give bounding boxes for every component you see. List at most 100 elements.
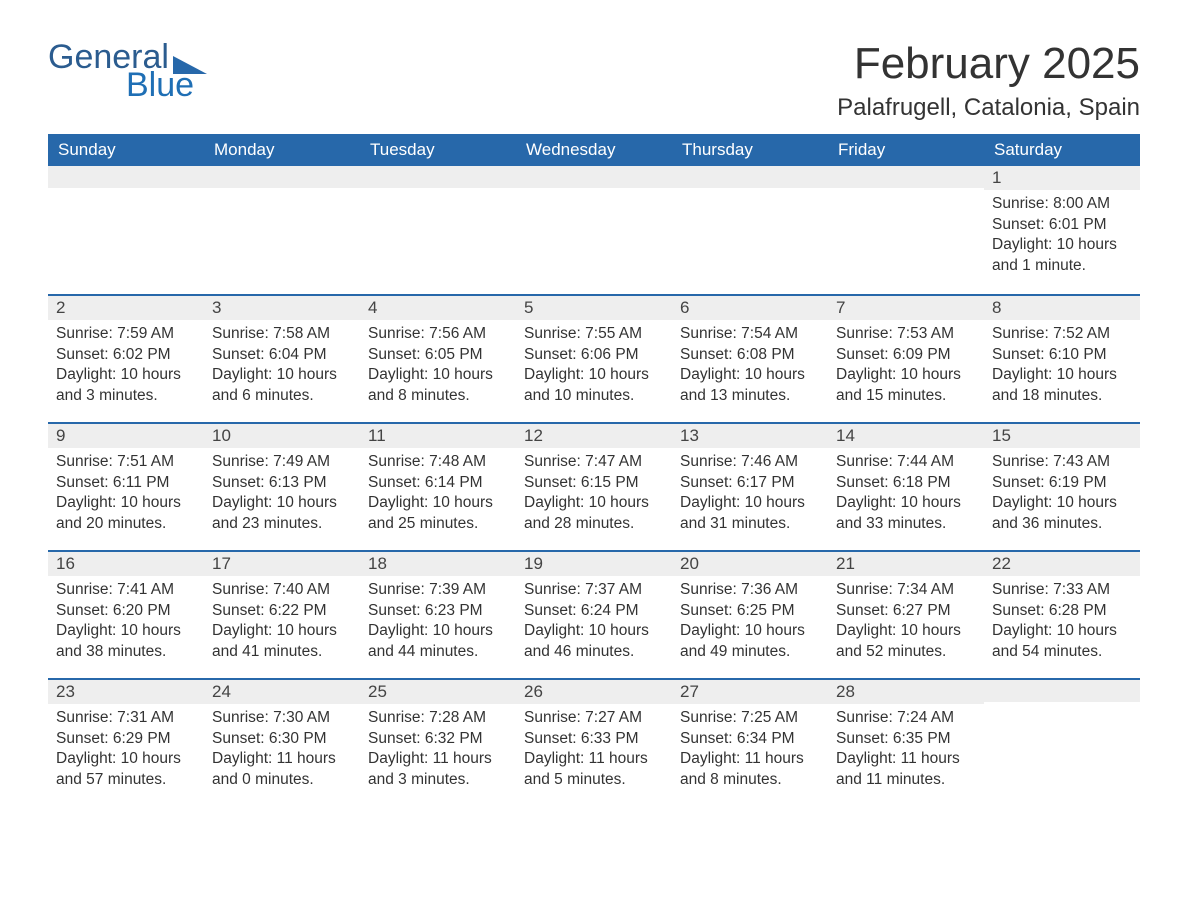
calendar-day [48,166,204,294]
day-daylight1: Daylight: 10 hours [56,621,196,641]
calendar-day [204,166,360,294]
day-number [984,680,1140,702]
day-number: 12 [516,424,672,448]
calendar-day: 10Sunrise: 7:49 AMSunset: 6:13 PMDayligh… [204,424,360,550]
day-daylight2: and 28 minutes. [524,514,664,534]
day-daylight1: Daylight: 10 hours [524,493,664,513]
day-body: Sunrise: 7:40 AMSunset: 6:22 PMDaylight:… [204,576,360,670]
day-sunrise: Sunrise: 7:40 AM [212,580,352,600]
location-text: Palafrugell, Catalonia, Spain [837,94,1140,122]
day-sunrise: Sunrise: 7:36 AM [680,580,820,600]
day-sunrise: Sunrise: 7:24 AM [836,708,976,728]
day-body: Sunrise: 7:46 AMSunset: 6:17 PMDaylight:… [672,448,828,542]
day-body: Sunrise: 7:58 AMSunset: 6:04 PMDaylight:… [204,320,360,414]
day-sunrise: Sunrise: 7:43 AM [992,452,1132,472]
day-daylight2: and 8 minutes. [368,386,508,406]
day-body: Sunrise: 7:43 AMSunset: 6:19 PMDaylight:… [984,448,1140,542]
day-sunrise: Sunrise: 7:56 AM [368,324,508,344]
day-sunset: Sunset: 6:24 PM [524,601,664,621]
day-daylight1: Daylight: 10 hours [212,365,352,385]
day-number: 26 [516,680,672,704]
day-sunset: Sunset: 6:14 PM [368,473,508,493]
day-daylight1: Daylight: 11 hours [680,749,820,769]
day-daylight2: and 49 minutes. [680,642,820,662]
calendar-week: 1Sunrise: 8:00 AMSunset: 6:01 PMDaylight… [48,166,1140,294]
calendar-header-cell: Sunday [48,134,204,166]
day-body: Sunrise: 7:52 AMSunset: 6:10 PMDaylight:… [984,320,1140,414]
calendar-day: 2Sunrise: 7:59 AMSunset: 6:02 PMDaylight… [48,296,204,422]
calendar-day: 18Sunrise: 7:39 AMSunset: 6:23 PMDayligh… [360,552,516,678]
calendar-day: 16Sunrise: 7:41 AMSunset: 6:20 PMDayligh… [48,552,204,678]
calendar-day: 26Sunrise: 7:27 AMSunset: 6:33 PMDayligh… [516,680,672,806]
day-daylight1: Daylight: 10 hours [56,749,196,769]
calendar-day [672,166,828,294]
calendar-day: 20Sunrise: 7:36 AMSunset: 6:25 PMDayligh… [672,552,828,678]
day-daylight1: Daylight: 11 hours [368,749,508,769]
day-number: 23 [48,680,204,704]
day-body: Sunrise: 7:54 AMSunset: 6:08 PMDaylight:… [672,320,828,414]
day-body [204,188,360,200]
day-sunset: Sunset: 6:02 PM [56,345,196,365]
calendar-day: 5Sunrise: 7:55 AMSunset: 6:06 PMDaylight… [516,296,672,422]
day-sunset: Sunset: 6:15 PM [524,473,664,493]
day-daylight2: and 20 minutes. [56,514,196,534]
day-daylight2: and 3 minutes. [368,770,508,790]
calendar-day: 9Sunrise: 7:51 AMSunset: 6:11 PMDaylight… [48,424,204,550]
day-daylight2: and 57 minutes. [56,770,196,790]
day-sunrise: Sunrise: 7:30 AM [212,708,352,728]
day-daylight2: and 18 minutes. [992,386,1132,406]
calendar-day: 21Sunrise: 7:34 AMSunset: 6:27 PMDayligh… [828,552,984,678]
day-sunrise: Sunrise: 7:48 AM [368,452,508,472]
day-sunset: Sunset: 6:18 PM [836,473,976,493]
day-number [828,166,984,188]
day-daylight2: and 11 minutes. [836,770,976,790]
day-sunrise: Sunrise: 7:46 AM [680,452,820,472]
day-daylight2: and 36 minutes. [992,514,1132,534]
day-body: Sunrise: 8:00 AMSunset: 6:01 PMDaylight:… [984,190,1140,284]
day-body: Sunrise: 7:44 AMSunset: 6:18 PMDaylight:… [828,448,984,542]
day-body [828,188,984,200]
day-number: 20 [672,552,828,576]
title-block: February 2025 Palafrugell, Catalonia, Sp… [837,40,1140,122]
day-sunset: Sunset: 6:35 PM [836,729,976,749]
calendar-day: 15Sunrise: 7:43 AMSunset: 6:19 PMDayligh… [984,424,1140,550]
day-daylight2: and 15 minutes. [836,386,976,406]
calendar-day [828,166,984,294]
day-sunrise: Sunrise: 7:37 AM [524,580,664,600]
calendar-day: 27Sunrise: 7:25 AMSunset: 6:34 PMDayligh… [672,680,828,806]
day-daylight1: Daylight: 10 hours [368,493,508,513]
day-sunrise: Sunrise: 7:44 AM [836,452,976,472]
day-number: 19 [516,552,672,576]
day-daylight1: Daylight: 10 hours [992,235,1132,255]
day-daylight1: Daylight: 11 hours [212,749,352,769]
day-daylight2: and 23 minutes. [212,514,352,534]
day-body: Sunrise: 7:49 AMSunset: 6:13 PMDaylight:… [204,448,360,542]
calendar-week: 23Sunrise: 7:31 AMSunset: 6:29 PMDayligh… [48,678,1140,806]
day-sunrise: Sunrise: 7:55 AM [524,324,664,344]
day-sunset: Sunset: 6:10 PM [992,345,1132,365]
day-body: Sunrise: 7:27 AMSunset: 6:33 PMDaylight:… [516,704,672,798]
day-daylight1: Daylight: 10 hours [524,621,664,641]
day-daylight1: Daylight: 10 hours [212,493,352,513]
calendar-week: 2Sunrise: 7:59 AMSunset: 6:02 PMDaylight… [48,294,1140,422]
day-body: Sunrise: 7:30 AMSunset: 6:30 PMDaylight:… [204,704,360,798]
calendar-header-cell: Monday [204,134,360,166]
day-sunrise: Sunrise: 7:51 AM [56,452,196,472]
calendar-day: 14Sunrise: 7:44 AMSunset: 6:18 PMDayligh… [828,424,984,550]
day-sunrise: Sunrise: 7:47 AM [524,452,664,472]
day-sunset: Sunset: 6:23 PM [368,601,508,621]
day-number: 22 [984,552,1140,576]
day-daylight1: Daylight: 10 hours [836,621,976,641]
day-daylight2: and 31 minutes. [680,514,820,534]
day-sunset: Sunset: 6:30 PM [212,729,352,749]
day-number: 28 [828,680,984,704]
day-daylight1: Daylight: 11 hours [524,749,664,769]
day-sunrise: Sunrise: 7:49 AM [212,452,352,472]
day-daylight2: and 3 minutes. [56,386,196,406]
day-body: Sunrise: 7:36 AMSunset: 6:25 PMDaylight:… [672,576,828,670]
day-daylight1: Daylight: 10 hours [992,621,1132,641]
calendar-day: 17Sunrise: 7:40 AMSunset: 6:22 PMDayligh… [204,552,360,678]
calendar-day: 28Sunrise: 7:24 AMSunset: 6:35 PMDayligh… [828,680,984,806]
day-body: Sunrise: 7:33 AMSunset: 6:28 PMDaylight:… [984,576,1140,670]
brand-logo: General Blue [48,40,207,102]
